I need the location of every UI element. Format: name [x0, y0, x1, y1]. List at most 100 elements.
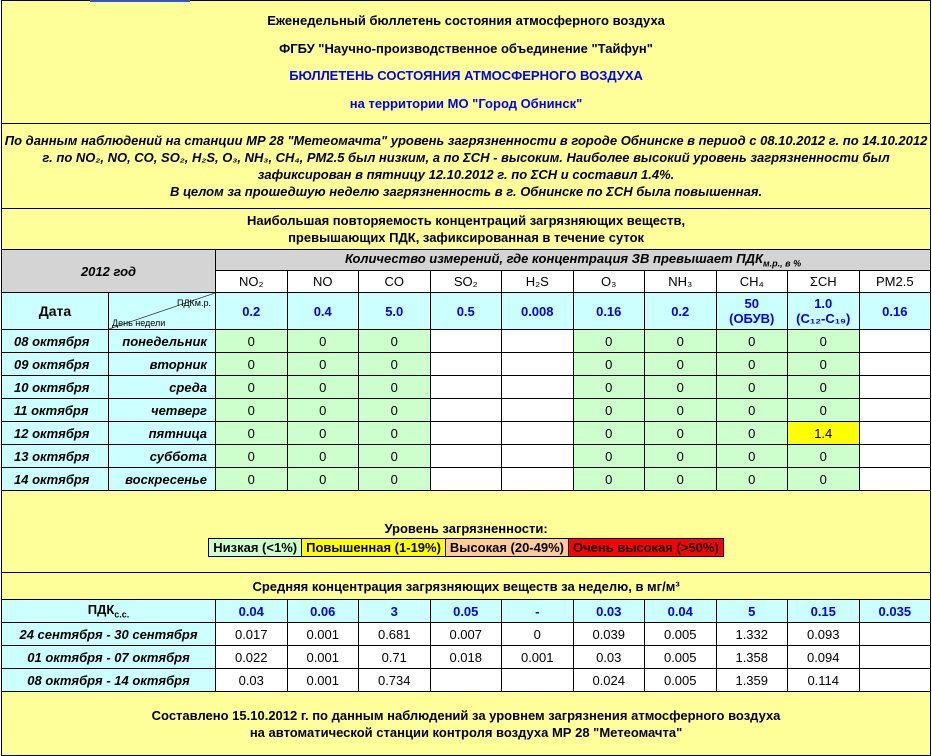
weekly-pdk-value: 0.035 [858, 599, 932, 623]
daily-value-cell: 0 [572, 444, 645, 468]
daily-value-cell: 0 [215, 329, 288, 353]
footer-line-1: Составлено 15.10.2012 г. по данным наблю… [151, 707, 781, 723]
daily-row: 09 октября вторник 0 0 0 0 0 0 0 [1, 352, 932, 376]
daily-value-cell: 0 [787, 375, 860, 399]
pollutant-header: SO₂ [429, 270, 502, 293]
pdk-value: 1.0 (C₁₂-C₁₉) [787, 292, 860, 330]
daily-value-cell [501, 467, 574, 491]
daily-value-cell: 0 [286, 375, 359, 399]
daily-row: 14 октября воскресенье 0 0 0 0 0 0 0 [1, 467, 932, 491]
daily-row: 11 октября четверг 0 0 0 0 0 0 0 [1, 398, 932, 422]
weekly-value-cell [858, 622, 932, 646]
weekly-title: Средняя концентрация загрязняющих вещест… [0, 572, 932, 600]
daily-value-cell [858, 375, 932, 399]
daily-value-cell: 0 [286, 467, 359, 491]
weekly-value-cell: 0 [501, 622, 574, 646]
row-date: 12 октября [1, 421, 109, 445]
daily-row: 13 октября суббота 0 0 0 0 0 0 0 [1, 444, 932, 468]
row-date: 14 октября [1, 467, 109, 491]
weekly-pdk-value: 3 [358, 599, 431, 623]
weekly-pdk-value: 0.15 [787, 599, 860, 623]
row-date: 08 октября [1, 329, 109, 353]
weekly-value-cell: 0.022 [215, 645, 288, 669]
daily-row: 08 октября понедельник 0 0 0 0 0 0 0 [1, 329, 932, 353]
daily-value-cell: 0 [215, 352, 288, 376]
daily-value-cell [858, 467, 932, 491]
daily-value-cell: 0 [286, 421, 359, 445]
daily-value-cell: 0 [715, 398, 788, 422]
weekly-value-cell: 0.024 [572, 668, 645, 692]
legend-items: Низкая (<1%) Повышенная (1-19%) Высокая (2… [208, 537, 724, 557]
daily-value-cell: 0 [286, 352, 359, 376]
daily-value-cell [429, 375, 502, 399]
weekly-pdk-value: 0.05 [429, 599, 502, 623]
row-date: 09 октября [1, 352, 109, 376]
pdk-value: 0.008 [501, 292, 574, 330]
pdk-ss-sub: с.с. [114, 609, 130, 620]
weekly-value-cell: 0.71 [358, 645, 431, 669]
weekly-value-cell [858, 668, 932, 692]
footer-line-2: на автоматической станции контроля возду… [249, 724, 683, 740]
weekly-value-cell: 0.039 [572, 622, 645, 646]
weekly-value-cell: 0.001 [501, 645, 574, 669]
pdk-value: 0.5 [429, 292, 502, 330]
daily-caption-text: Количество измерений, где концентрация З… [344, 251, 764, 267]
weekly-value-cell [501, 668, 574, 692]
legend-item: Повышенная (1-19%) [302, 538, 446, 556]
daily-value-cell [501, 329, 574, 353]
daily-value-cell: 0 [358, 421, 431, 445]
daily-value-cell: 0 [644, 444, 717, 468]
daily-caption-sub: м.р., в % [763, 258, 802, 269]
daily-value-cell [858, 329, 932, 353]
daily-value-cell: 0 [572, 398, 645, 422]
daily-row: 10 октября среда 0 0 0 0 0 0 0 [1, 375, 932, 399]
daily-value-cell: 0 [787, 467, 860, 491]
daily-value-cell: 0 [572, 467, 645, 491]
daily-value-cell: 0 [787, 444, 860, 468]
daily-value-cell: 0 [715, 329, 788, 353]
daily-value-cell: 0 [286, 444, 359, 468]
header-line-4: на территории МО "Город Обнинск" [349, 95, 583, 111]
legend-item: Высокая (20-49%) [445, 538, 569, 556]
pollutant-header: H₂S [501, 270, 574, 293]
pollutant-header: NO [286, 270, 359, 293]
weekly-value-cell [429, 668, 502, 692]
summary-p2: В целом за прошедшую неделю загрязненнос… [169, 184, 763, 199]
legend-section: Уровень загрязненности: Низкая (<1%) Повы… [0, 490, 932, 573]
pdk-ss-label: ПДКс.с. [1, 599, 216, 623]
weekly-value-cell: 0.114 [787, 668, 860, 692]
daily-value-cell: 0 [715, 421, 788, 445]
weekly-value-cell: 0.03 [572, 645, 645, 669]
weekly-pdk-row: ПДКс.с. 0.04 0.06 3 0.05-0.03 0.04 5 0.15 0.035 [1, 599, 932, 623]
weekly-value-cell: 0.001 [286, 645, 359, 669]
daily-value-cell [858, 352, 932, 376]
pdk-value: 0.16 [572, 292, 645, 330]
legend-title: Уровень загрязненности: [384, 520, 548, 536]
daily-value-cell [858, 421, 932, 445]
daily-value-cell [429, 421, 502, 445]
row-date: 11 октября [1, 398, 109, 422]
daily-value-cell: 0 [644, 375, 717, 399]
weekly-value-cell: 0.681 [358, 622, 431, 646]
weekly-pdk-value: 0.04 [215, 599, 288, 623]
weekly-value-cell: 0.017 [215, 622, 288, 646]
daily-value-cell: 0 [572, 421, 645, 445]
daily-value-cell [429, 352, 502, 376]
daily-title-2: превышающих ПДК, зафиксированная в течен… [288, 230, 645, 245]
daily-value-cell [429, 329, 502, 353]
pollutant-header: CO [358, 270, 431, 293]
daily-value-cell: 0 [715, 352, 788, 376]
row-period: 08 октября - 14 октября [1, 668, 216, 692]
weekly-pdk-value: 0.04 [644, 599, 717, 623]
daily-value-cell: 0 [715, 444, 788, 468]
weekly-row: 01 октября - 07 октября 0.022 0.001 0.71 0.0… [1, 645, 932, 669]
pdk-value: 0.2 [215, 292, 288, 330]
weekly-value-cell: 0.734 [358, 668, 431, 692]
daily-value-cell: 0 [358, 467, 431, 491]
pollutant-header: O₃ [572, 270, 645, 293]
pdk-value: 5.0 [358, 292, 431, 330]
weekly-value-cell [858, 645, 932, 669]
daily-value-cell: 0 [215, 467, 288, 491]
daily-value-cell: 1.4 [787, 421, 860, 445]
